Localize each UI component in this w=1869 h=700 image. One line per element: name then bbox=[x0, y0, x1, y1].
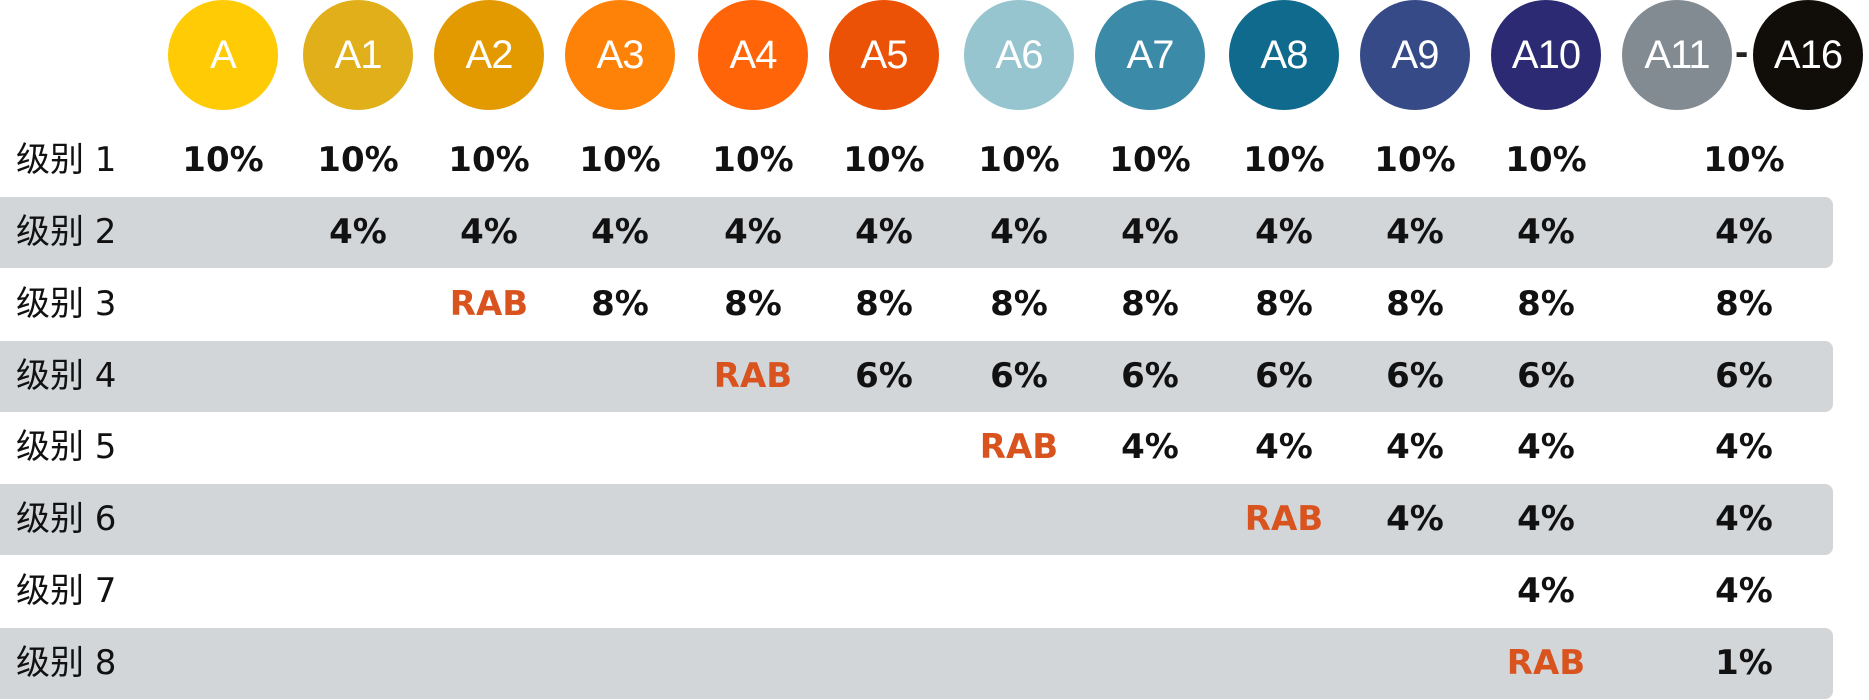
percent-cell: 4% bbox=[1386, 427, 1444, 467]
percent-cell: 4% bbox=[1517, 499, 1575, 539]
percent-cell: 4% bbox=[1386, 499, 1444, 539]
row-label: 级别 1 bbox=[16, 140, 117, 180]
row-stripe bbox=[0, 628, 1833, 699]
percent-cell: 6% bbox=[1121, 356, 1179, 396]
percent-cell: 10% bbox=[843, 140, 925, 180]
column-badge-a10: A10 bbox=[1491, 0, 1601, 110]
percent-cell: 4% bbox=[1715, 499, 1773, 539]
column-badge-a2: A2 bbox=[434, 0, 544, 110]
percent-cell: 4% bbox=[591, 212, 649, 252]
percent-cell: 10% bbox=[1109, 140, 1191, 180]
percent-cell: 8% bbox=[1121, 284, 1179, 324]
percent-cell: 6% bbox=[1386, 356, 1444, 396]
percent-cell: 6% bbox=[855, 356, 913, 396]
column-badge-a5: A5 bbox=[829, 0, 939, 110]
percent-cell: 4% bbox=[1517, 571, 1575, 611]
percent-cell: 10% bbox=[1505, 140, 1587, 180]
rab-cell: RAB bbox=[713, 356, 793, 396]
column-badge-a1: A1 bbox=[303, 0, 413, 110]
percent-cell: 10% bbox=[1703, 140, 1785, 180]
percent-cell: 4% bbox=[990, 212, 1048, 252]
column-badge-a7: A7 bbox=[1095, 0, 1205, 110]
row-stripe bbox=[0, 341, 1833, 412]
percent-cell: 4% bbox=[1386, 212, 1444, 252]
percent-cell: 10% bbox=[1243, 140, 1325, 180]
percent-cell: 4% bbox=[1255, 212, 1313, 252]
percent-cell: 10% bbox=[1374, 140, 1456, 180]
percent-cell: 10% bbox=[182, 140, 264, 180]
percent-cell: 4% bbox=[460, 212, 518, 252]
column-badge-a: A bbox=[168, 0, 278, 110]
column-badge-a3: A3 bbox=[565, 0, 675, 110]
row-label: 级别 8 bbox=[16, 643, 117, 683]
percent-cell: 4% bbox=[1121, 427, 1179, 467]
percent-cell: 6% bbox=[1517, 356, 1575, 396]
percent-cell: 4% bbox=[1517, 427, 1575, 467]
row-label: 级别 7 bbox=[16, 571, 117, 611]
percent-cell: 10% bbox=[712, 140, 794, 180]
percent-cell: 8% bbox=[1517, 284, 1575, 324]
percent-cell: 4% bbox=[1715, 427, 1773, 467]
range-separator: - bbox=[1735, 30, 1749, 74]
column-badge-a16: A16 bbox=[1753, 0, 1863, 110]
percent-cell: 4% bbox=[1715, 571, 1773, 611]
percent-cell: 8% bbox=[724, 284, 782, 324]
row-label: 级别 4 bbox=[16, 356, 117, 396]
percent-cell: 8% bbox=[591, 284, 649, 324]
percent-cell: 8% bbox=[855, 284, 913, 324]
percent-cell: 8% bbox=[1386, 284, 1444, 324]
row-label: 级别 5 bbox=[16, 427, 117, 467]
percent-cell: 4% bbox=[724, 212, 782, 252]
percent-cell: 4% bbox=[1255, 427, 1313, 467]
column-badge-a8: A8 bbox=[1229, 0, 1339, 110]
row-label: 级别 6 bbox=[16, 499, 117, 539]
percent-cell: 10% bbox=[579, 140, 661, 180]
percent-cell: 1% bbox=[1715, 643, 1773, 683]
percent-cell: 6% bbox=[1255, 356, 1313, 396]
percent-cell: 6% bbox=[990, 356, 1048, 396]
percent-cell: 4% bbox=[1121, 212, 1179, 252]
percent-cell: 8% bbox=[1255, 284, 1313, 324]
percent-cell: 10% bbox=[448, 140, 530, 180]
percent-cell: 8% bbox=[1715, 284, 1773, 324]
column-badge-a6: A6 bbox=[964, 0, 1074, 110]
percent-cell: 4% bbox=[1715, 212, 1773, 252]
percent-cell: 4% bbox=[1517, 212, 1575, 252]
row-label: 级别 2 bbox=[16, 212, 117, 252]
column-badge-a9: A9 bbox=[1360, 0, 1470, 110]
percent-cell: 10% bbox=[978, 140, 1060, 180]
row-label: 级别 3 bbox=[16, 284, 117, 324]
rab-cell: RAB bbox=[979, 427, 1059, 467]
rab-cell: RAB bbox=[1506, 643, 1586, 683]
percent-cell: 4% bbox=[855, 212, 913, 252]
row-stripe bbox=[0, 197, 1833, 268]
percent-cell: 4% bbox=[329, 212, 387, 252]
row-stripe bbox=[0, 484, 1833, 555]
percent-cell: 8% bbox=[990, 284, 1048, 324]
rab-cell: RAB bbox=[449, 284, 529, 324]
percent-cell: 10% bbox=[317, 140, 399, 180]
percent-cell: 6% bbox=[1715, 356, 1773, 396]
column-badge-a11: A11 bbox=[1622, 0, 1732, 110]
column-badge-a4: A4 bbox=[698, 0, 808, 110]
rab-cell: RAB bbox=[1244, 499, 1324, 539]
